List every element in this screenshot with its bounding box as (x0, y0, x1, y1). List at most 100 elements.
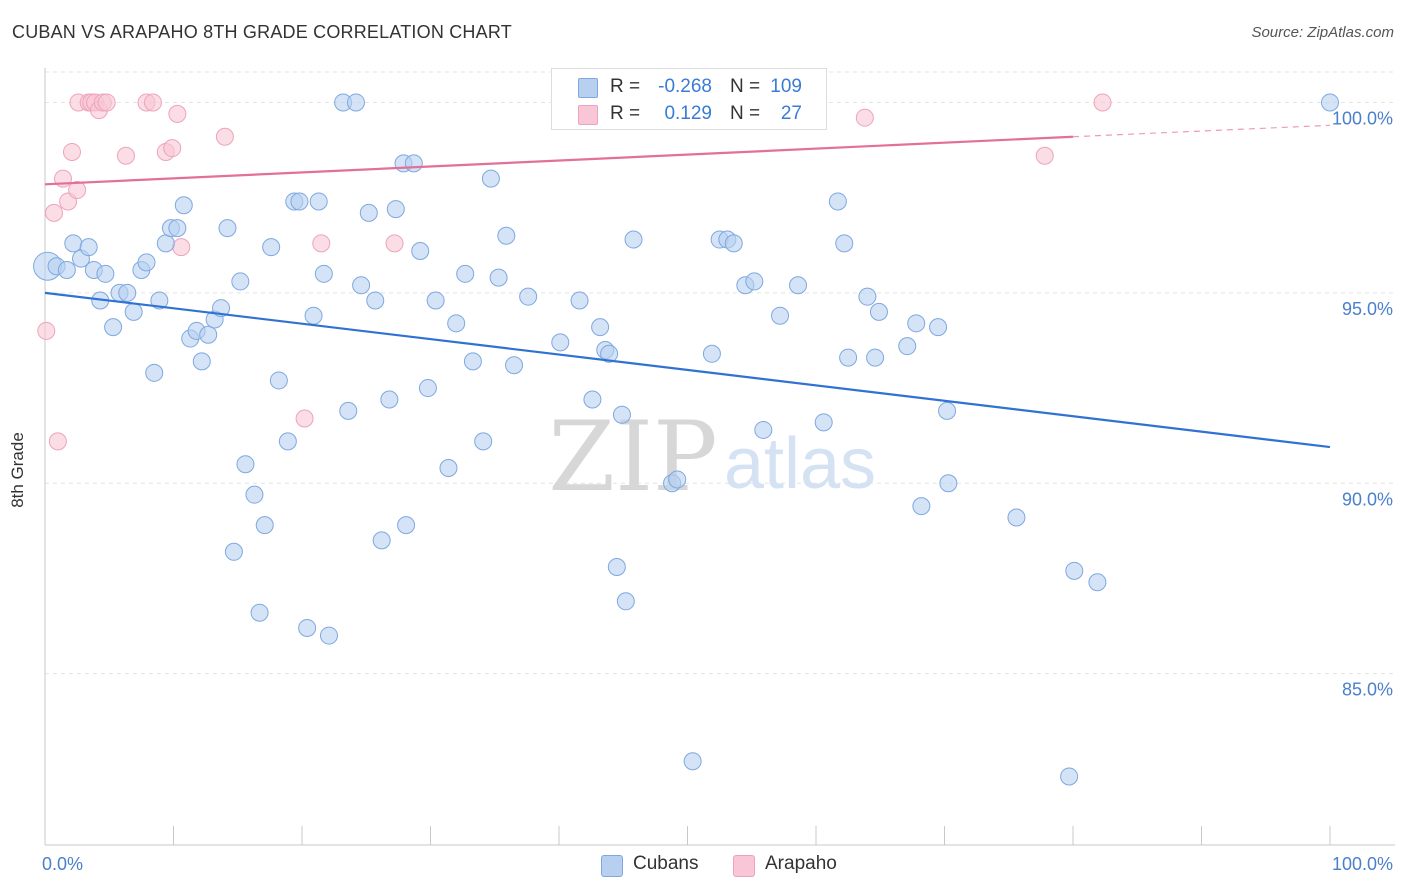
arapaho-points (37, 93, 1112, 451)
cubans-point (505, 356, 524, 375)
arapaho-point (44, 203, 63, 222)
correlation-legend: R = -0.268 N = 109 R = 0.129 N = 27 (551, 68, 827, 130)
r-value: -0.268 (658, 76, 712, 97)
cubans-point (366, 291, 385, 310)
n-label: N = (730, 103, 761, 124)
cubans-point (262, 238, 281, 257)
trend-lines (44, 124, 1331, 449)
watermark-atlas: atlas (724, 424, 876, 504)
cubans-point (236, 455, 255, 474)
series-legend: Cubans Arapaho (0, 852, 1406, 878)
cubans-point (137, 253, 156, 272)
chart-source: Source: ZipAtlas.com (1251, 24, 1394, 41)
arapaho-point (68, 181, 87, 200)
arapaho-point (312, 234, 331, 253)
x-tick-label-min: 0.0% (42, 854, 83, 874)
arapaho-point (168, 104, 187, 123)
cubans-point (404, 154, 423, 173)
r-label: R = (610, 76, 641, 97)
arapaho-point (143, 93, 162, 112)
cubans-point (724, 234, 743, 253)
y-tick-label: 85.0% (1342, 680, 1393, 700)
arapaho-swatch (733, 855, 755, 877)
cubans-point (607, 558, 626, 577)
arapaho-point (295, 409, 314, 428)
cubans-point (418, 379, 437, 398)
cubans-point (570, 291, 589, 310)
arapaho-point (97, 93, 116, 112)
cubans-point (224, 542, 243, 561)
cubans-point (898, 337, 917, 356)
y-tick-label: 100.0% (1332, 108, 1393, 128)
cubans-point (304, 306, 323, 325)
cubans-point (79, 238, 98, 257)
cubans-point (411, 241, 430, 260)
r-label: R = (610, 103, 641, 124)
cubans-point (771, 306, 790, 325)
cubans-point (255, 516, 274, 535)
cubans-point (319, 626, 338, 645)
cubans-point (278, 432, 297, 451)
cubans-point (218, 219, 237, 238)
legend-label-cubans: Cubans (633, 853, 699, 874)
cubans-point (839, 348, 858, 367)
cubans-point (57, 261, 76, 280)
y-tick-label: 90.0% (1342, 489, 1393, 509)
cubans-point (583, 390, 602, 409)
legend-row-cubans: R = -0.268 N = 109 (552, 74, 826, 100)
arapaho-point (163, 139, 182, 158)
cubans-point (624, 230, 643, 249)
cubans-point (474, 432, 493, 451)
cubans-point (380, 390, 399, 409)
cubans-point (814, 413, 833, 432)
cubans-point (174, 196, 193, 215)
cubans-point (104, 318, 123, 337)
cubans-point (591, 318, 610, 337)
arapaho-point (1093, 93, 1112, 112)
cubans-point (612, 405, 631, 424)
cubans-point (497, 226, 516, 245)
arapaho-point (1035, 146, 1054, 165)
arapaho-point (48, 432, 67, 451)
cubans-point (150, 291, 169, 310)
cubans-point (754, 420, 773, 439)
arapaho-swatch (578, 105, 598, 125)
cubans-point (616, 592, 635, 611)
cubans-point (939, 474, 958, 493)
cubans-point (835, 234, 854, 253)
cubans-point (426, 291, 445, 310)
r-value: 0.129 (664, 103, 712, 124)
cubans-point (145, 363, 164, 382)
cubans-point (912, 497, 931, 516)
cubans-point (290, 192, 309, 211)
cubans-point (314, 264, 333, 283)
legend-label-arapaho: Arapaho (765, 853, 837, 874)
cubans-point (199, 325, 218, 344)
cubans-point (907, 314, 926, 333)
cubans-point (519, 287, 538, 306)
cubans-point (192, 352, 211, 371)
arapaho-trend-line (44, 135, 1074, 186)
cubans-point (869, 302, 888, 321)
arapaho-point (215, 127, 234, 146)
cubans-point (456, 264, 475, 283)
cubans-point (386, 200, 405, 219)
cubans-point (372, 531, 391, 550)
cubans-point (352, 276, 371, 295)
cubans-point (124, 302, 143, 321)
cubans-point (309, 192, 328, 211)
cubans-point (702, 344, 721, 363)
cubans-point (683, 752, 702, 771)
cubans-point (250, 603, 269, 622)
cubans-point (212, 299, 231, 318)
cubans-point (668, 470, 687, 489)
cubans-point (156, 234, 175, 253)
cubans-point (789, 276, 808, 295)
cubans-point (359, 203, 378, 222)
cubans-swatch (578, 78, 598, 98)
cubans-point (828, 192, 847, 211)
arapaho-trend-extension (1072, 124, 1331, 138)
cubans-point (463, 352, 482, 371)
arapaho-point (62, 142, 81, 161)
